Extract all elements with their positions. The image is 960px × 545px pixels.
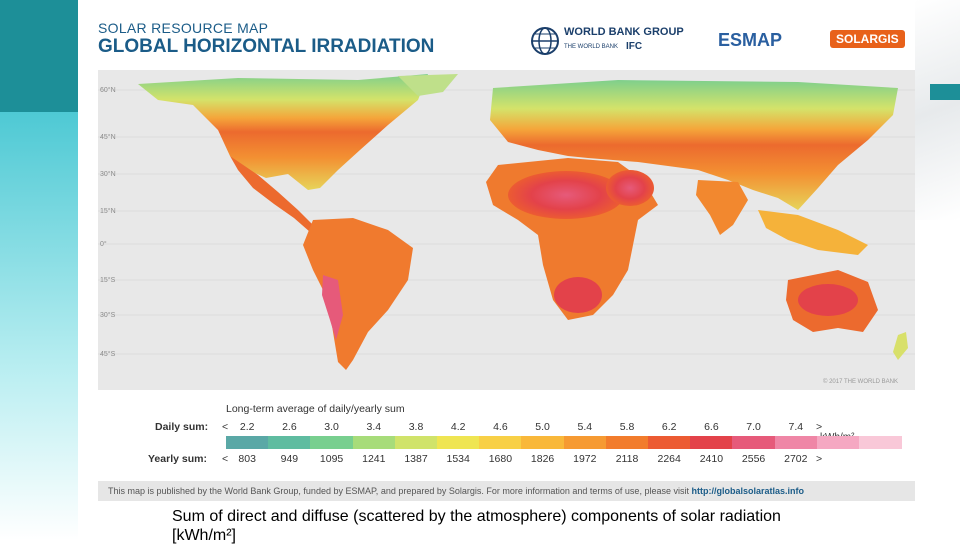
- legend-title: Long-term average of daily/yearly sum: [226, 403, 405, 415]
- legend-swatch: [732, 436, 776, 449]
- legend-daily-value: 7.0: [746, 421, 761, 433]
- globe-icon: [531, 27, 559, 55]
- right-decoration: [915, 0, 960, 220]
- legend-less-yearly: <: [222, 453, 229, 465]
- legend-daily-value: 4.6: [493, 421, 508, 433]
- legend-daily-value: 3.4: [366, 421, 382, 433]
- legend-daily-value: 3.0: [324, 421, 339, 433]
- legend-swatch: [268, 436, 311, 449]
- legend-daily-value: 2.6: [282, 421, 297, 433]
- lat-label: 15°S: [100, 277, 116, 284]
- left-accent-band-gradient: [0, 112, 78, 540]
- legend-yearly-value: 1972: [573, 453, 597, 465]
- solar-map-poster: SOLAR RESOURCE MAP GLOBAL HORIZONTAL IRR…: [78, 0, 915, 510]
- legend-yearly-value: 2702: [784, 453, 808, 465]
- legend-more-yearly: >: [816, 453, 823, 465]
- solargis-logo: SOLARGIS: [830, 30, 905, 48]
- legend-daily-value: 6.2: [661, 421, 677, 433]
- legend-swatch: [521, 436, 565, 449]
- legend-more-daily: >: [816, 421, 823, 433]
- greenland: [398, 74, 458, 96]
- world-bank-sub: THE WORLD BANK: [564, 44, 619, 50]
- legend-daily-value: 5.0: [535, 421, 550, 433]
- map-copyright: © 2017 THE WORLD BANK: [823, 379, 898, 385]
- lat-label: 0°: [100, 241, 107, 248]
- new-zealand: [893, 332, 908, 360]
- legend-yearly-value: 2556: [741, 453, 766, 465]
- legend-yearly-value: 1241: [362, 453, 386, 465]
- globalsolaratlas-link[interactable]: http://globalsolaratlas.info: [691, 486, 804, 496]
- legend-daily-value: 6.6: [704, 421, 719, 433]
- legend-yearly-value: 1534: [446, 453, 470, 465]
- legend-swatch: [437, 436, 480, 449]
- lat-label: 60°N: [100, 87, 116, 94]
- legend-swatch: [310, 436, 354, 449]
- legend-daily-value: 4.2: [450, 421, 466, 433]
- north-america: [138, 74, 428, 190]
- legend-daily-value: 2.2: [239, 421, 255, 433]
- yearly-sum-label: Yearly sum:: [148, 453, 207, 465]
- legend-less-daily: <: [222, 421, 229, 433]
- esmap-logo: ESMAP: [718, 30, 783, 50]
- legend-daily-value: 7.4: [788, 421, 804, 433]
- legend-yearly-value: 1826: [530, 453, 555, 465]
- map-subtitle: SOLAR RESOURCE MAP: [98, 20, 269, 36]
- south-america: [303, 218, 413, 370]
- legend-swatch: [690, 436, 733, 449]
- legend-swatch: [648, 436, 691, 449]
- eurasia: [490, 80, 898, 210]
- arabia-desert: [606, 170, 654, 206]
- australia-desert: [798, 284, 858, 316]
- sahara-desert: [508, 171, 624, 219]
- india: [696, 180, 748, 235]
- legend-swatch: [605, 436, 649, 449]
- legend-swatch: [394, 436, 438, 449]
- footer-text: This map is published by the World Bank …: [108, 486, 689, 496]
- legend-swatch: [859, 436, 902, 449]
- left-accent-band-dark: [0, 0, 78, 112]
- world-irradiation-map: [98, 70, 915, 390]
- legend-daily-value: 5.8: [619, 421, 635, 433]
- legend-swatch: [479, 436, 522, 449]
- lat-label: 45°N: [100, 134, 116, 141]
- legend-daily-value: 5.4: [577, 421, 593, 433]
- legend-yearly-value: 2410: [699, 453, 724, 465]
- legend-swatch: [816, 436, 860, 449]
- legend-daily-value: 3.8: [408, 421, 424, 433]
- legend-yearly-value: 2264: [657, 453, 681, 465]
- ifc-logo: IFC: [626, 41, 643, 52]
- caption-line1: Sum of direct and diffuse (scattered by …: [172, 508, 716, 525]
- legend-yearly-value: 949: [280, 453, 299, 465]
- map-footer: This map is published by the World Bank …: [98, 481, 915, 501]
- legend-yearly-value: 1387: [404, 453, 428, 465]
- lat-label: 45°S: [100, 351, 116, 358]
- legend-swatch: [226, 436, 269, 449]
- legend-yearly-value: 803: [238, 453, 256, 465]
- legend-yearly-value: 2118: [615, 453, 639, 465]
- southeast-asia: [758, 210, 868, 255]
- right-accent-tab: [930, 84, 960, 100]
- andes-high-irradiation: [322, 275, 343, 340]
- slide-caption: Sum of direct and diffuse (scattered by …: [172, 507, 812, 545]
- kalahari-desert: [554, 277, 602, 313]
- legend-swatch: [563, 436, 607, 449]
- legend-swatch: [774, 436, 818, 449]
- lat-label: 15°N: [100, 208, 116, 215]
- mexico-central-america: [230, 156, 316, 232]
- lat-label: 30°S: [100, 312, 116, 319]
- lat-label: 30°N: [100, 171, 116, 178]
- legend-swatch: [352, 436, 396, 449]
- legend-yearly-value: 1095: [319, 453, 344, 465]
- world-bank-logo: WORLD BANK GROUP THE WORLD BANK IFC: [530, 26, 690, 58]
- legend-yearly-value: 1680: [488, 453, 513, 465]
- daily-sum-label: Daily sum:: [155, 421, 209, 433]
- world-bank-name: WORLD BANK GROUP: [564, 26, 684, 38]
- map-title: GLOBAL HORIZONTAL IRRADIATION: [98, 36, 435, 57]
